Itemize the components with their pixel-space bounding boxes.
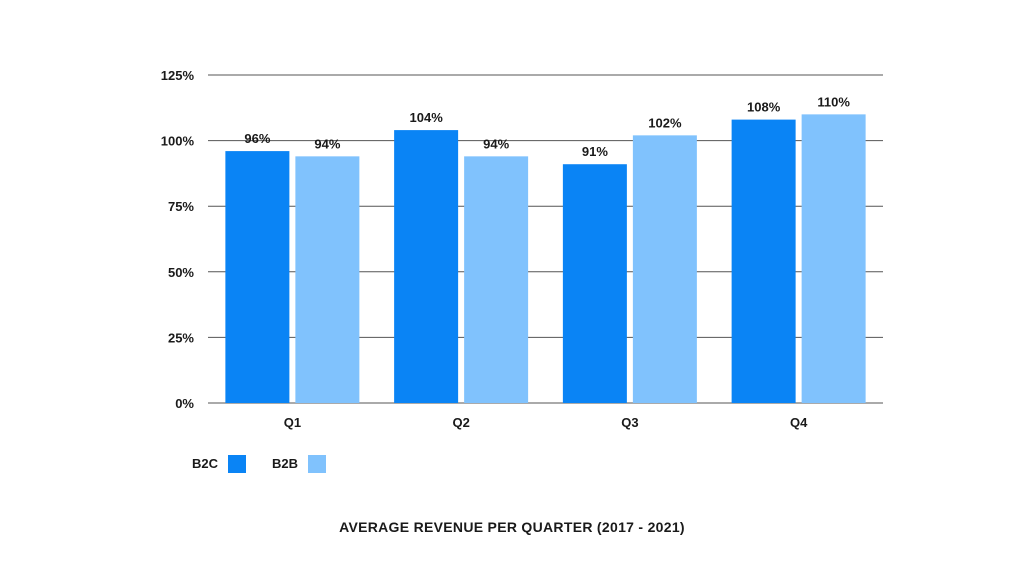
data-labels: 96% 94% 104% 94% 91% 102% 108% 110% [244,94,850,159]
bar-b2c-q2 [394,130,459,403]
bar-b2c-q3 [562,164,627,403]
chart-title: AVERAGE REVENUE PER QUARTER (2017 - 2021… [339,519,685,535]
bars [225,114,866,404]
data-label: 94% [483,136,509,151]
data-label: 110% [817,94,850,109]
bar-b2b-q4 [801,114,866,404]
x-tick-label: Q1 [284,415,301,430]
bar-b2c-q4 [731,119,796,403]
x-tick-label: Q2 [452,415,469,430]
data-label: 108% [747,100,781,115]
legend-swatch [228,455,246,473]
y-tick-label: 100% [161,134,195,149]
y-tick-label: 0% [175,396,194,411]
legend-label: B2C [192,456,219,471]
bar-b2b-q3 [632,135,697,404]
data-label: 104% [410,110,444,125]
data-label: 96% [244,131,270,146]
legend: B2C B2B [192,455,326,473]
x-tick-label: Q3 [621,415,638,430]
bar-b2b-q2 [464,156,529,403]
legend-label: B2B [272,456,298,471]
y-tick-label: 50% [168,265,194,280]
data-label: 94% [314,136,340,151]
x-axis-ticks: Q1 Q2 Q3 Q4 [284,415,808,430]
y-tick-label: 25% [168,330,194,345]
y-tick-label: 125% [161,68,195,83]
data-label: 91% [582,144,608,159]
x-tick-label: Q4 [790,415,808,430]
data-label: 102% [648,115,682,130]
legend-swatch [308,455,326,473]
bar-b2b-q1 [295,156,360,403]
bar-b2c-q1 [225,151,290,403]
y-tick-label: 75% [168,199,194,214]
y-axis-ticks: 0% 25% 50% 75% 100% 125% [161,68,195,411]
